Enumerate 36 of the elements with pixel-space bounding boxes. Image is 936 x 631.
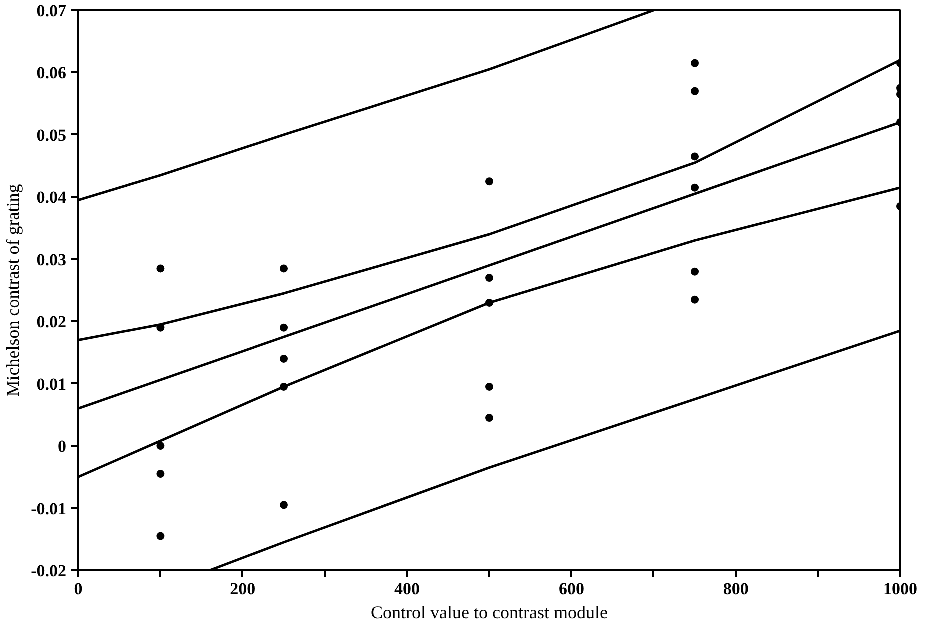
point	[691, 59, 699, 68]
y-tick-label: -0.02	[31, 562, 67, 580]
point	[691, 152, 699, 161]
x-tick-label: 1000	[884, 580, 918, 598]
y-tick-label: 0.07	[36, 2, 67, 20]
x-tick-label: 0	[74, 580, 83, 598]
point	[486, 382, 494, 391]
y-tick-label: 0.04	[36, 188, 67, 208]
point	[280, 264, 288, 273]
x-tick-label: 600	[558, 580, 584, 598]
y-tick-label: 0	[58, 437, 66, 456]
y-tick-label: 0.01	[36, 374, 66, 394]
y-tick-label: 0.05	[36, 126, 66, 145]
point	[486, 178, 494, 186]
point	[486, 274, 494, 282]
point	[691, 87, 699, 96]
y-tick-label: 0.03	[36, 250, 66, 270]
y-tick-label: 0.02	[36, 312, 66, 332]
point	[486, 414, 494, 422]
point	[280, 354, 288, 363]
point	[691, 268, 699, 276]
point	[156, 470, 165, 478]
point	[156, 264, 165, 273]
point	[691, 184, 699, 192]
x-tick-label: 800	[723, 580, 749, 598]
x-axis-title: Control value to contrast module	[371, 602, 608, 622]
point	[156, 442, 165, 450]
point	[691, 296, 699, 304]
point	[156, 532, 165, 540]
x-tick-label: 400	[394, 580, 420, 598]
point	[280, 324, 288, 332]
x-tick-label: 200	[230, 580, 256, 598]
point	[280, 501, 288, 510]
y-tick-label: 0.06	[36, 64, 66, 83]
y-axis-title: Michelson contrast of grating	[3, 184, 24, 397]
y-tick-label: -0.01	[31, 499, 67, 518]
